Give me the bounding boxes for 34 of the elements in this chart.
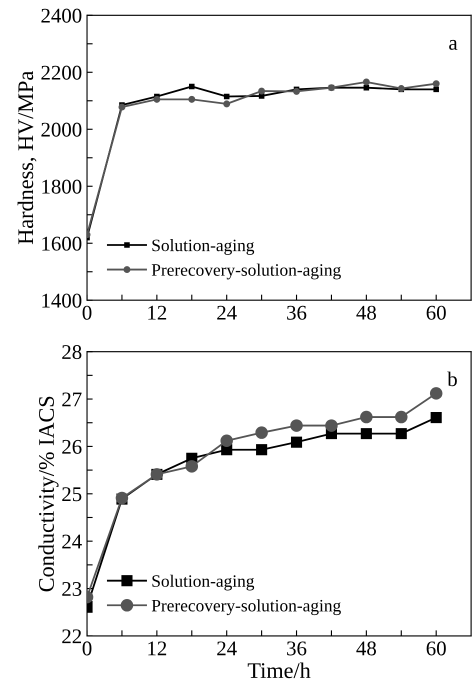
y-tick-label: 28: [62, 345, 82, 360]
y-axis-title: Conductivity/% IACS: [38, 396, 59, 592]
x-tick-label: 12: [148, 306, 166, 320]
annotation: b: [447, 372, 457, 386]
y-tick-label: 1400: [42, 294, 82, 308]
legend-label: Prerecovery-solution-aging: [152, 599, 341, 616]
x-tick-label: 36: [287, 306, 306, 320]
y-axis-title: Hardness, HV/MPa: [18, 71, 36, 244]
x-tick-label: 48: [356, 306, 376, 320]
y-tick-label: 27: [62, 392, 82, 406]
x-tick-label: 24: [217, 641, 237, 656]
x-tick-label: 60: [426, 306, 446, 320]
y-tick-label: 25: [62, 487, 82, 502]
x-axis-title: Time/h: [248, 662, 310, 678]
legend-label: Solution-aging: [152, 574, 254, 591]
annotation: a: [449, 40, 458, 50]
y-tick-label: 2400: [41, 8, 82, 23]
x-tick-label: 60: [426, 641, 446, 656]
y-tick-label: 2000: [41, 122, 82, 137]
x-tick-label: 36: [287, 641, 306, 656]
y-tick-label: 24: [62, 534, 82, 548]
legend-label: Prerecovery-solution-aging: [152, 264, 341, 280]
y-tick-label: 26: [62, 440, 82, 454]
y-tick-label: 22: [62, 629, 82, 644]
y-tick-label: 2200: [41, 66, 82, 80]
y-tick-label: 1800: [42, 180, 82, 194]
y-tick-label: 23: [62, 582, 82, 596]
x-tick-label: 48: [356, 641, 376, 656]
x-tick-label: 24: [217, 306, 237, 320]
x-tick-label: 12: [148, 641, 166, 656]
y-tick-label: 1600: [42, 236, 82, 251]
x-tick-label: 0: [82, 641, 92, 656]
legend-label: Solution-aging: [152, 239, 254, 255]
x-tick-label: 0: [82, 306, 92, 320]
